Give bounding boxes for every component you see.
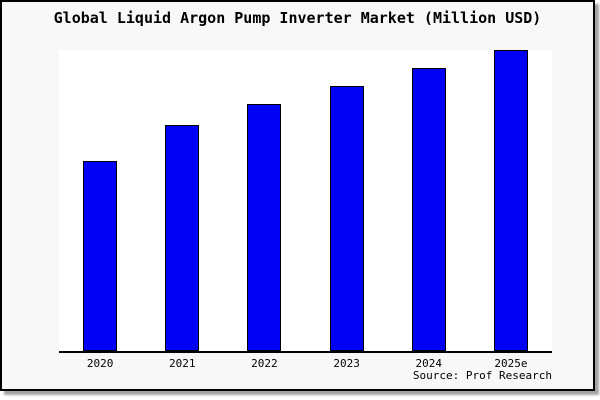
x-tick-label-2025e: 2025e [494, 357, 528, 370]
chart-frame: Global Liquid Argon Pump Inverter Market… [0, 0, 595, 391]
plot-area [59, 50, 552, 353]
bar-slot-2021 [141, 50, 223, 351]
bar-2021 [165, 125, 200, 351]
bar-2020 [83, 161, 118, 351]
source-text: Source: Prof Research [412, 369, 552, 382]
x-tick-label-2021: 2021 [169, 357, 196, 370]
bar-slot-2022 [223, 50, 305, 351]
x-tick-label-2023: 2023 [333, 357, 360, 370]
x-tick-label-2024: 2024 [415, 357, 443, 370]
x-tick-label-2020: 2020 [86, 357, 114, 370]
x-axis-labels: 2020 2021 2022 2023 2024 2025e [59, 357, 552, 370]
bar-slot-2020 [59, 50, 141, 351]
bar-slot-2024 [388, 50, 470, 351]
bar-2022 [247, 104, 282, 351]
bar-2024 [411, 68, 446, 351]
x-tick-label-2022: 2022 [251, 357, 278, 370]
bar-slot-2023 [306, 50, 388, 351]
bar-slot-2025e [470, 50, 552, 351]
bar-2025e [493, 50, 528, 351]
chart-title: Global Liquid Argon Pump Inverter Market… [53, 9, 542, 27]
bar-2023 [329, 86, 364, 351]
